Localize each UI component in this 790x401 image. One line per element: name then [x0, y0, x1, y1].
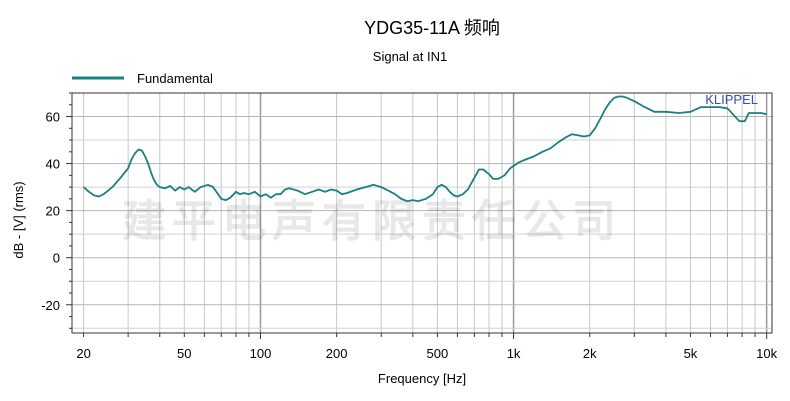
x-tick-label-200: 200 — [326, 346, 348, 361]
plot-frame — [71, 92, 773, 334]
x-axis-ticks: 20 50 100 200 500 1k 2k 5k 10k — [76, 333, 778, 361]
x-tick-label-20: 20 — [76, 346, 90, 361]
y-axis-ticks: 60 40 20 0 -20 — [41, 92, 72, 329]
x-tick-label-100: 100 — [250, 346, 272, 361]
y-tick-label--20: -20 — [41, 298, 60, 313]
watermark-layer: 建平电声有限责任公司 — [122, 196, 622, 247]
klippel-brand: KLIPPEL — [705, 92, 758, 107]
watermark-text: 建平电声有限责任公司 — [122, 196, 622, 247]
x-tick-label-5000: 5k — [684, 346, 698, 361]
y-axis-label: dB - [V] (rms) — [11, 181, 26, 258]
x-tick-label-500: 500 — [427, 346, 449, 361]
y-tick-label-20: 20 — [46, 204, 60, 219]
chart-subtitle: Signal at IN1 — [373, 49, 447, 64]
x-axis-label: Frequency [Hz] — [378, 371, 466, 386]
legend-label-fundamental: Fundamental — [137, 71, 213, 86]
x-tick-label-50: 50 — [177, 346, 191, 361]
series-layer — [83, 95, 767, 203]
y-tick-label-0: 0 — [53, 251, 60, 266]
y-tick-label-40: 40 — [46, 157, 60, 172]
legend: Fundamental — [72, 71, 213, 86]
chart-title: YDG35-11A 频响 — [364, 18, 500, 38]
y-tick-label-60: 60 — [46, 110, 60, 125]
series-line-fundamental — [83, 95, 767, 203]
x-tick-label-1000: 1k — [507, 346, 521, 361]
x-tick-label-2000: 2k — [583, 346, 597, 361]
x-tick-label-10000: 10k — [756, 346, 777, 361]
